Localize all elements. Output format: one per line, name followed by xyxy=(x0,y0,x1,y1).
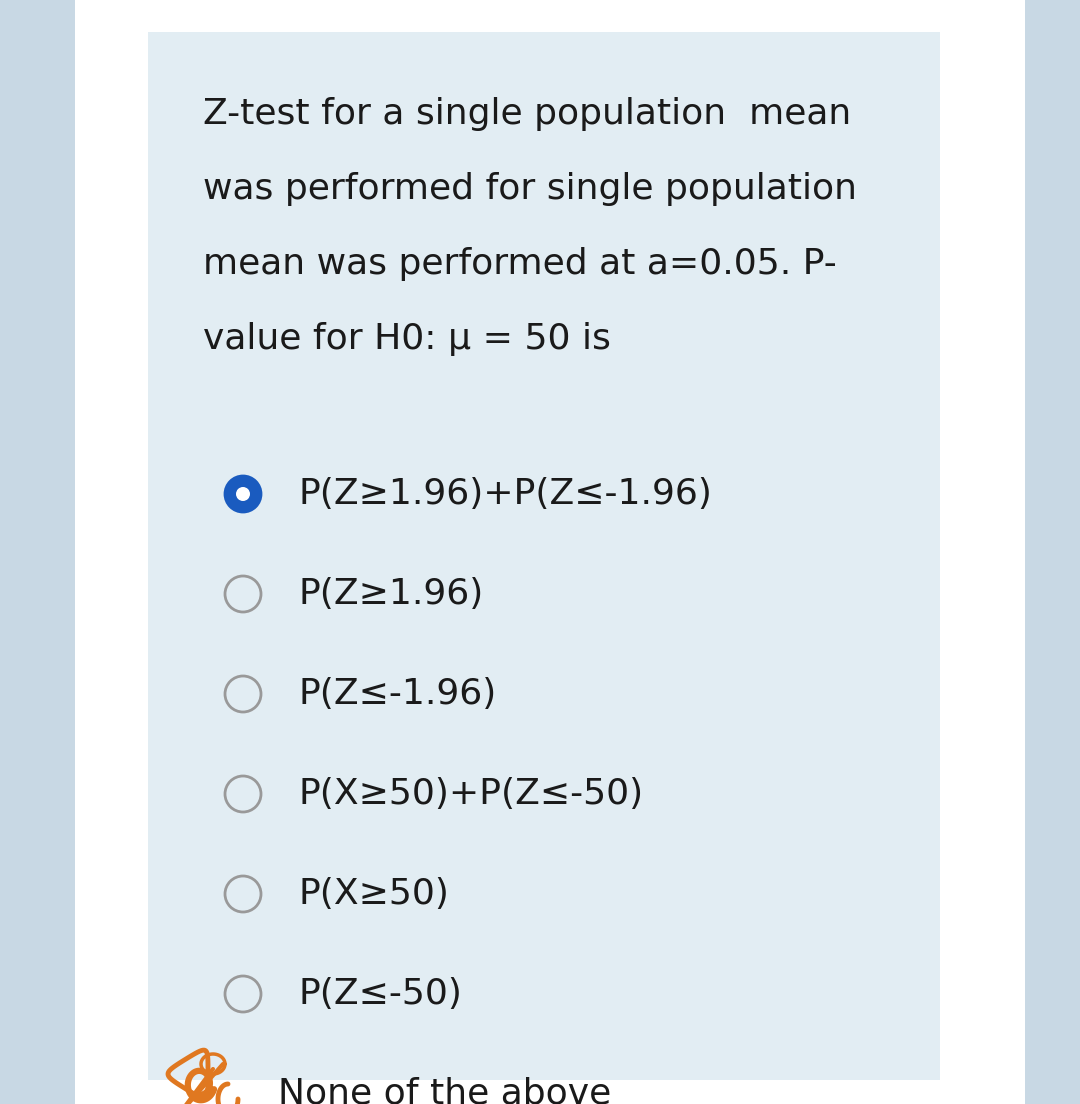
Bar xyxy=(148,32,940,1080)
Text: Z-test for a single population  mean: Z-test for a single population mean xyxy=(203,97,851,131)
Text: P(Z≥1.96): P(Z≥1.96) xyxy=(298,577,483,611)
Circle shape xyxy=(225,476,261,512)
Text: P(X≥50)+P(Z≤-50): P(X≥50)+P(Z≤-50) xyxy=(298,777,643,811)
Text: value for H0: μ = 50 is: value for H0: μ = 50 is xyxy=(203,322,611,355)
Text: P(Z≤-50): P(Z≤-50) xyxy=(298,977,462,1011)
Bar xyxy=(0,0,75,1104)
Text: P(Z≤-1.96): P(Z≤-1.96) xyxy=(298,677,496,711)
Bar xyxy=(1025,0,1080,1104)
Text: P(X≥50): P(X≥50) xyxy=(298,877,449,911)
Text: P(Z≥1.96)+P(Z≤-1.96): P(Z≥1.96)+P(Z≤-1.96) xyxy=(298,477,712,511)
Circle shape xyxy=(237,487,249,501)
Text: was performed for single population: was performed for single population xyxy=(203,172,858,206)
Text: mean was performed at a=0.05. P-: mean was performed at a=0.05. P- xyxy=(203,247,837,282)
Text: None of the above: None of the above xyxy=(278,1078,611,1104)
